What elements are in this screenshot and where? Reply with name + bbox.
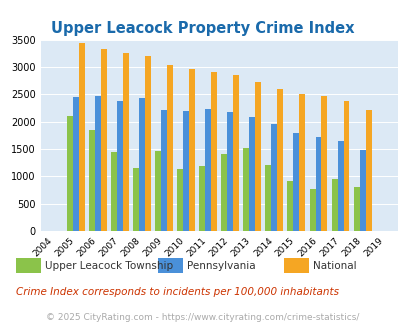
- Text: Pennsylvania: Pennsylvania: [186, 261, 255, 271]
- Bar: [265, 165, 271, 231]
- Text: National: National: [312, 261, 355, 271]
- Bar: [183, 111, 189, 231]
- Bar: [167, 65, 173, 231]
- Bar: [232, 75, 239, 231]
- Bar: [111, 152, 117, 231]
- Bar: [353, 187, 359, 231]
- Text: Upper Leacock Township: Upper Leacock Township: [45, 261, 173, 271]
- Bar: [67, 116, 73, 231]
- Bar: [95, 96, 101, 231]
- Bar: [189, 69, 195, 231]
- Bar: [249, 117, 255, 231]
- Bar: [337, 141, 343, 231]
- Bar: [359, 149, 364, 231]
- Bar: [145, 56, 151, 231]
- Bar: [271, 124, 277, 231]
- Bar: [117, 101, 123, 231]
- Bar: [255, 82, 260, 231]
- Bar: [79, 44, 85, 231]
- Bar: [101, 49, 107, 231]
- Bar: [364, 110, 371, 231]
- Bar: [155, 150, 161, 231]
- Bar: [221, 154, 227, 231]
- Bar: [177, 169, 183, 231]
- Bar: [287, 181, 293, 231]
- Text: Crime Index corresponds to incidents per 100,000 inhabitants: Crime Index corresponds to incidents per…: [16, 287, 339, 297]
- Bar: [211, 72, 217, 231]
- Bar: [298, 94, 305, 231]
- Bar: [331, 179, 337, 231]
- Bar: [123, 53, 129, 231]
- Bar: [293, 133, 298, 231]
- Bar: [73, 97, 79, 231]
- Bar: [133, 168, 139, 231]
- Bar: [309, 189, 315, 231]
- Bar: [205, 109, 211, 231]
- Bar: [277, 89, 283, 231]
- Bar: [161, 110, 167, 231]
- Bar: [139, 98, 145, 231]
- Bar: [315, 137, 321, 231]
- Bar: [343, 101, 349, 231]
- Text: Upper Leacock Property Crime Index: Upper Leacock Property Crime Index: [51, 20, 354, 36]
- Text: © 2025 CityRating.com - https://www.cityrating.com/crime-statistics/: © 2025 CityRating.com - https://www.city…: [46, 313, 359, 322]
- Bar: [199, 166, 205, 231]
- Bar: [243, 148, 249, 231]
- Bar: [321, 96, 326, 231]
- Bar: [227, 112, 232, 231]
- Bar: [89, 130, 95, 231]
